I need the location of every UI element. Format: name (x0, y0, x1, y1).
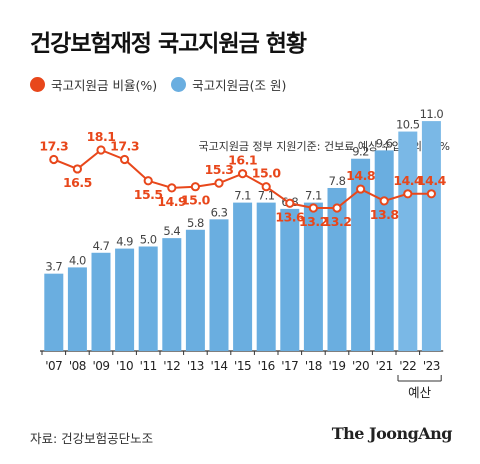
x-tick-label-13: '20 (352, 359, 369, 373)
bar-value-label-8: 7.1 (234, 189, 251, 203)
ratio-point-9 (261, 182, 271, 192)
chart-title: 건강보험재정 국고지원금 현황 (30, 31, 307, 57)
x-tick-label-12: '19 (328, 359, 345, 373)
bar-value-label-11: 7.1 (305, 189, 322, 203)
ratio-point-16 (426, 189, 436, 199)
ratio-value-label-0: 17.3 (39, 138, 68, 153)
bar-value-label-13: 9.2 (352, 145, 369, 159)
bar-0 (44, 273, 64, 351)
x-tick-label-11: '18 (305, 359, 322, 373)
bar-value-label-15: 10.5 (396, 118, 420, 132)
bar-value-label-1: 4.0 (69, 253, 86, 267)
bar-value-label-14: 9.6 (376, 136, 393, 150)
x-tick-label-8: '15 (234, 359, 251, 373)
bar-value-label-3: 4.9 (116, 235, 133, 249)
ratio-value-label-8: 16.1 (228, 153, 257, 168)
x-tick-label-4: '11 (140, 359, 157, 373)
bar-4 (138, 246, 158, 351)
bar-3 (115, 248, 135, 351)
legend-label-amount: 국고지원금(조 원) (192, 78, 287, 93)
bar-8 (233, 202, 253, 351)
x-tick-label-3: '10 (116, 359, 133, 373)
publisher-logo: The JoongAng (331, 424, 453, 443)
bar-value-label-4: 5.0 (140, 233, 157, 247)
bar-value-label-9: 7.1 (258, 189, 275, 203)
x-tick-label-6: '13 (187, 359, 204, 373)
bar-value-label-16: 11.0 (420, 107, 444, 121)
bar-value-label-5: 5.4 (163, 224, 180, 238)
x-tick-label-1: '08 (69, 359, 86, 373)
x-tick-label-7: '14 (210, 359, 227, 373)
ratio-value-label-5: 14.9 (157, 194, 186, 209)
bar-value-label-12: 7.8 (329, 174, 346, 188)
ratio-point-0 (49, 154, 59, 165)
ratio-value-label-11: 13.2 (299, 214, 328, 229)
x-tick-label-9: '16 (258, 359, 275, 373)
ratio-value-label-13: 14.8 (346, 168, 375, 183)
legend-item-amount: 국고지원금(조 원) (171, 75, 286, 94)
forecast-label: 예산 (408, 385, 432, 400)
ratio-value-label-16: 14.4 (417, 173, 447, 188)
ratio-point-5 (167, 183, 177, 193)
ratio-point-14 (379, 196, 389, 206)
bar-12 (327, 187, 347, 351)
ratio-value-label-1: 16.5 (63, 175, 92, 190)
x-tick-label-10: '17 (281, 359, 298, 373)
bar-15 (398, 131, 418, 351)
ratio-point-11 (308, 203, 318, 213)
bar-6 (185, 229, 205, 351)
ratio-point-13 (356, 184, 366, 194)
ratio-value-label-14: 13.8 (370, 207, 399, 222)
bar-value-label-6: 5.8 (187, 216, 204, 230)
x-tick-label-0: '07 (45, 359, 62, 373)
bar-7 (209, 219, 229, 351)
legend-label-ratio: 국고지원금 비율(%) (51, 78, 158, 93)
ratio-point-3 (120, 154, 130, 165)
legend-swatch-amount (171, 77, 187, 92)
ratio-point-15 (403, 189, 413, 199)
x-tick-label-2: '09 (92, 359, 109, 373)
x-tick-label-5: '12 (163, 359, 180, 373)
x-tick-label-15: '22 (399, 359, 416, 373)
ratio-point-7 (214, 178, 224, 188)
ratio-value-label-12: 13.2 (323, 214, 352, 229)
ratio-point-12 (332, 203, 342, 213)
ratio-value-label-2: 18.1 (87, 129, 116, 144)
bar-10 (280, 208, 300, 351)
source-text: 자료: 건강보험공단노조 (30, 431, 154, 446)
x-tick-label-16: '23 (423, 359, 440, 373)
bar-9 (256, 202, 276, 351)
bar-1 (67, 267, 87, 351)
ratio-point-8 (238, 169, 248, 179)
x-tick-label-14: '21 (376, 359, 393, 373)
ratio-value-label-4: 15.5 (134, 187, 163, 202)
bar-11 (303, 202, 323, 351)
ratio-value-label-7: 15.3 (205, 162, 234, 177)
legend-swatch-ratio (30, 77, 45, 92)
ratio-value-label-9: 15.0 (252, 166, 282, 181)
ratio-point-1 (72, 164, 83, 174)
bar-value-label-7: 6.3 (211, 205, 228, 219)
bar-2 (91, 252, 111, 351)
bar-13 (351, 158, 371, 351)
ratio-point-10 (285, 198, 295, 208)
legend-item-ratio: 국고지원금 비율(%) (30, 75, 157, 94)
legend: 국고지원금 비율(%) 국고지원금(조 원) (30, 75, 300, 94)
bar-5 (162, 238, 182, 351)
bar-16 (421, 121, 441, 351)
bar-value-label-0: 3.7 (45, 260, 62, 274)
bar-14 (374, 150, 394, 351)
ratio-point-6 (190, 182, 200, 192)
ratio-value-label-6: 15.0 (181, 193, 211, 208)
ratio-point-4 (143, 176, 153, 186)
ratio-value-label-3: 17.3 (110, 138, 139, 153)
bar-value-label-2: 4.7 (93, 239, 110, 253)
ratio-value-label-15: 14.4 (393, 173, 423, 188)
ratio-value-label-10: 13.6 (275, 209, 305, 224)
chart-note: 국고지원금 정부 지원기준: 건보료 예상 수입액의 20% (198, 140, 450, 153)
ratio-point-2 (96, 145, 106, 155)
